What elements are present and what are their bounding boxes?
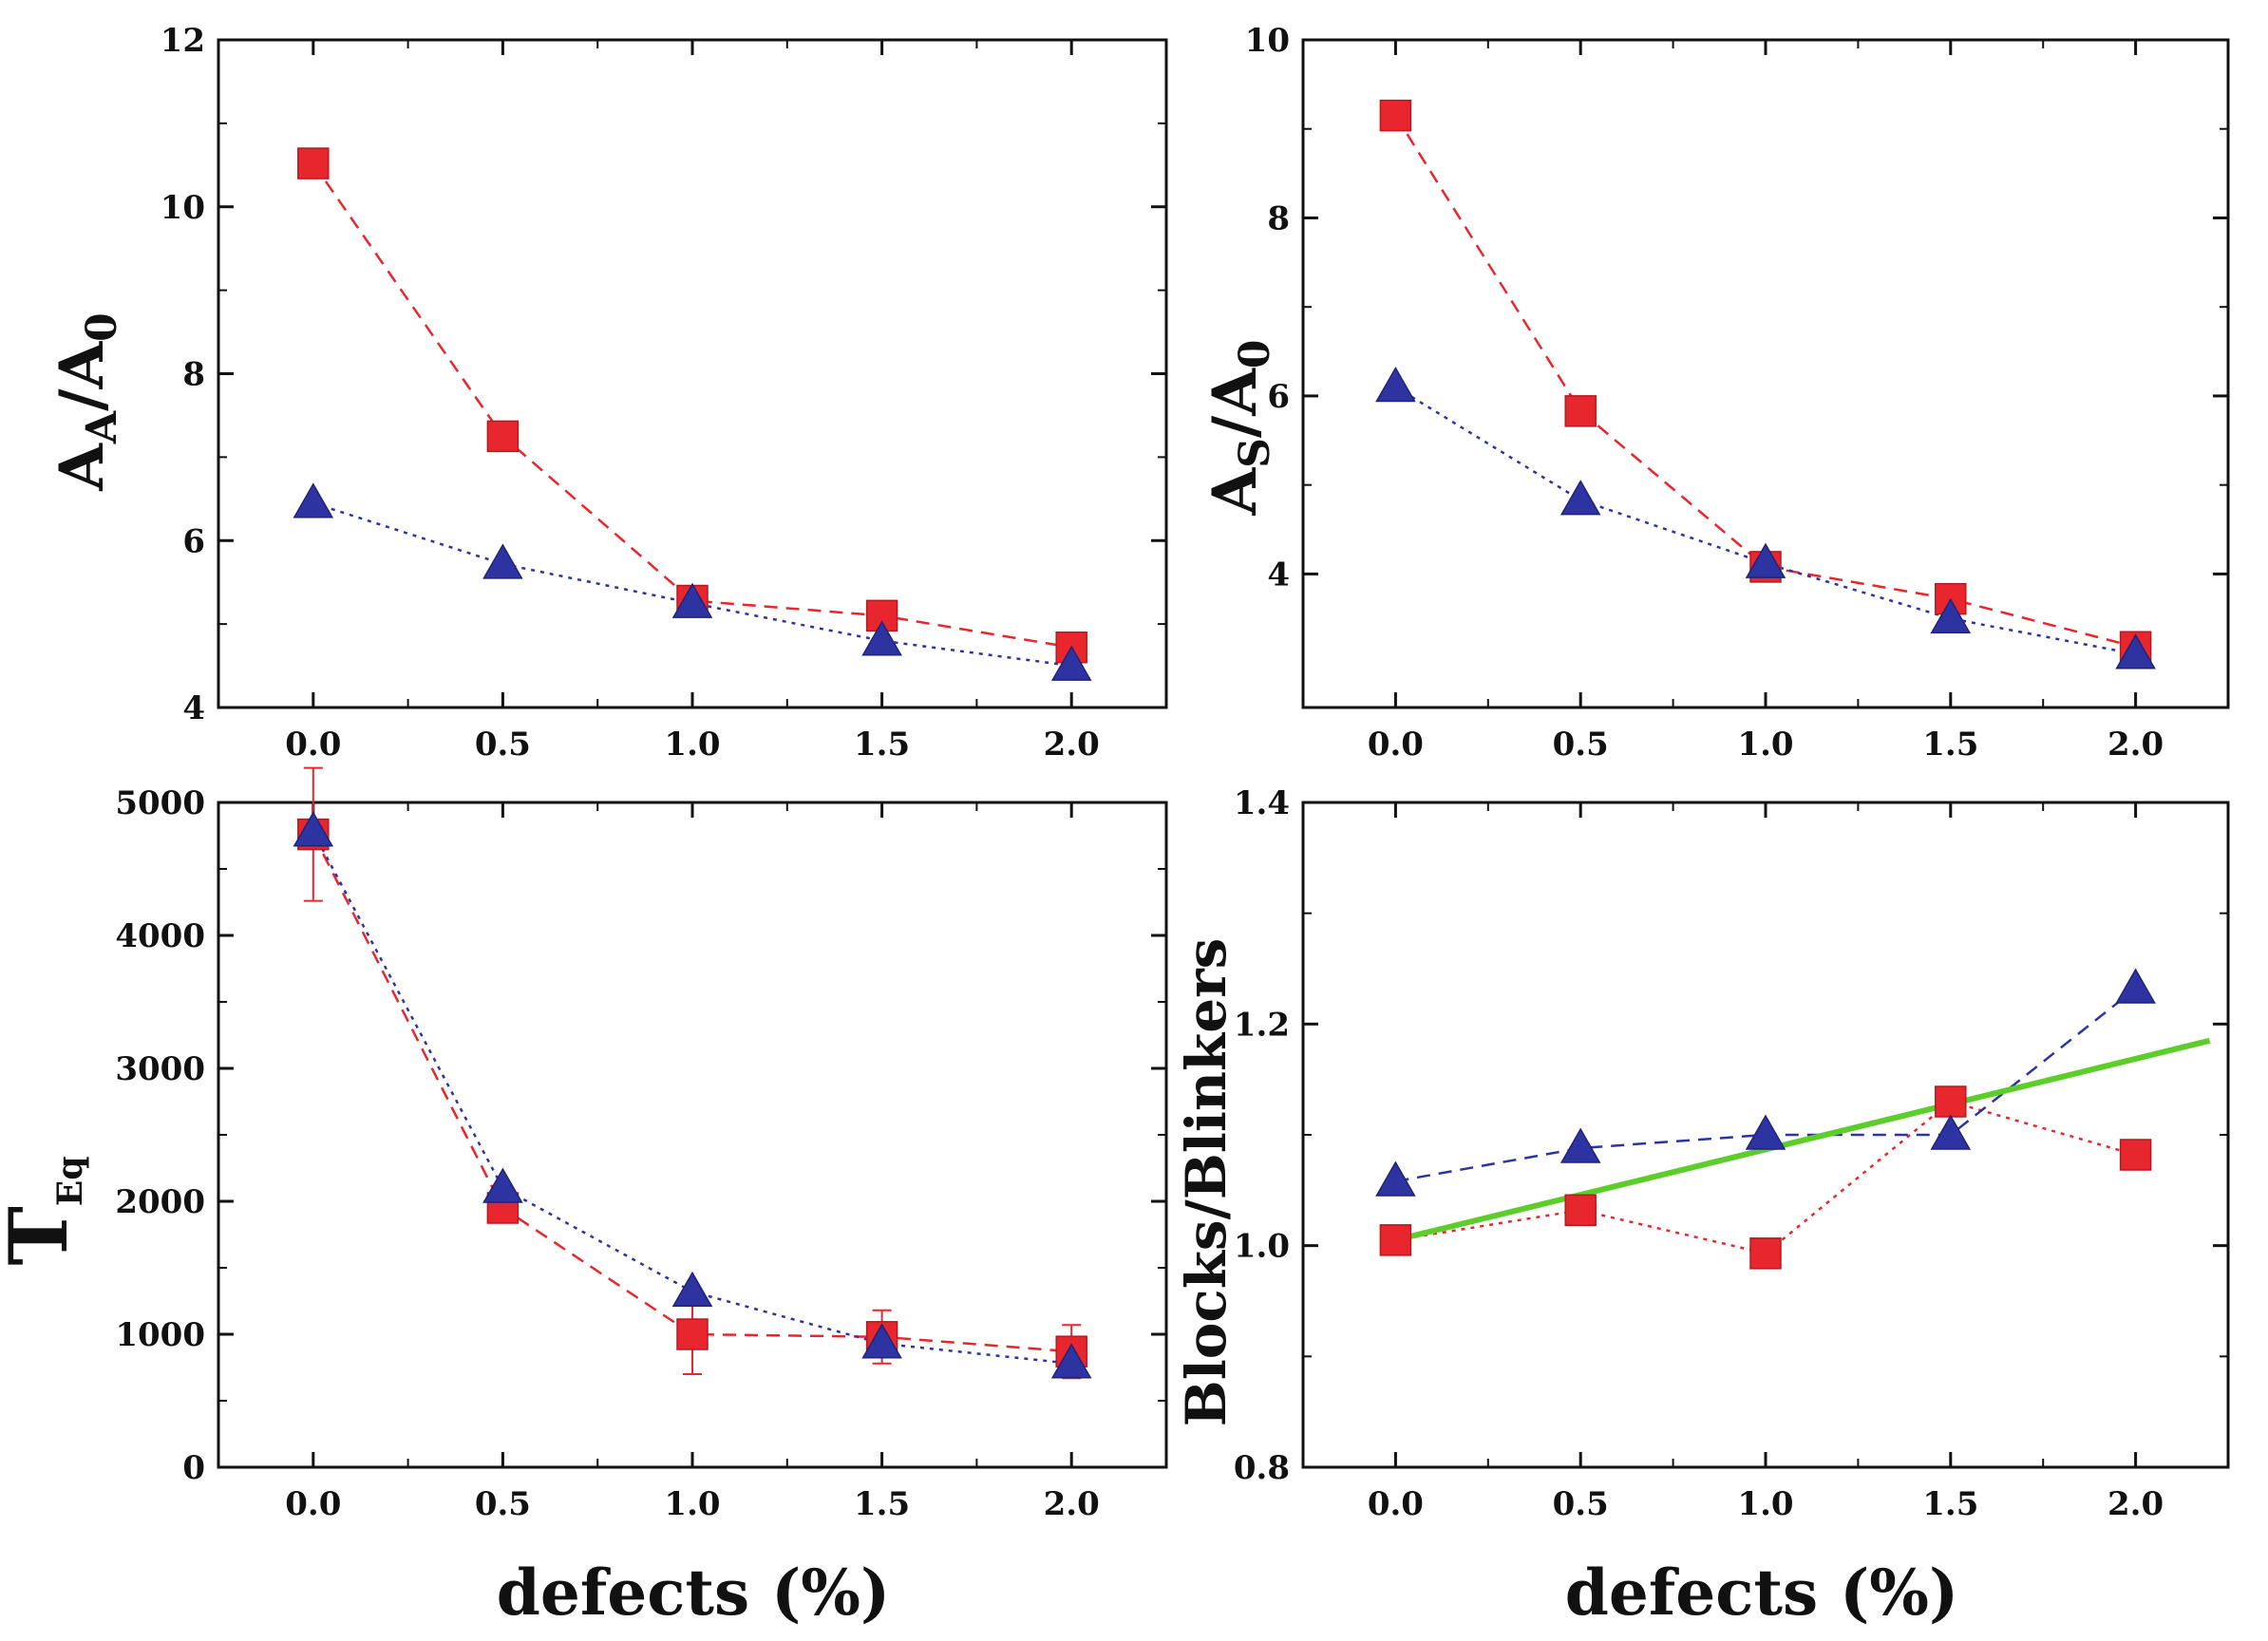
aa-ytick-label: 12 [161,22,205,60]
as-triangle-marker [1745,542,1786,578]
bb-triangle-marker [1745,1114,1786,1150]
aa-ytick-label: 8 [182,356,205,394]
bb-xtick-label: 2.0 [2107,1485,2164,1523]
aa-xtick-label: 0.0 [285,726,341,764]
teq-triangle-marker [482,1167,523,1203]
bb-ytick-label: 1.0 [1234,1228,1290,1266]
aa-triangle-marker [293,482,334,519]
teq-ytick-label: 3000 [115,1050,205,1088]
bb-square-marker [1379,1224,1412,1256]
bb-xtick-label: 0.5 [1553,1485,1609,1523]
as-ytick-label: 4 [1267,556,1290,594]
as-ytick-label: 10 [1245,22,1290,60]
teq-xtick-label: 0.5 [475,1485,531,1523]
aa-ytick-label: 4 [182,689,205,727]
teq-xlabel: defects (%) [497,1556,891,1630]
teq-ytick-label: 1000 [115,1316,205,1354]
aa-triangle-marker [861,620,902,656]
teq-xtick-label: 1.0 [664,1485,720,1523]
aa-square-marker [486,420,520,453]
aa-xtick-label: 2.0 [1044,726,1100,764]
as-triangle-marker [1930,597,1972,634]
teq-triangle-marker [293,811,334,847]
as-triangle-marker [2115,633,2156,670]
bb-ytick-label: 0.8 [1234,1449,1290,1487]
aa-ytick-label: 10 [161,189,205,227]
bb-square-marker [1564,1194,1597,1227]
bb-xtick-label: 0.0 [1368,1485,1424,1523]
aa-xtick-label: 1.0 [664,726,720,764]
teq-ylabel: TEq [0,1156,90,1265]
aa-xtick-label: 1.5 [854,726,910,764]
as-xtick-label: 0.0 [1368,726,1424,764]
as-triangles-line [1394,386,2136,655]
aa-triangle-marker [1050,645,1092,681]
aa-xtick-label: 0.5 [475,726,531,764]
bb-squares-line [1395,1100,2136,1255]
panel-blocks-blinkers: Blocks/Blinkers defects (%) 0.0 0.5 1.0 1.5… [1174,784,2230,1630]
bb-xlabel: defects (%) [1565,1556,1959,1630]
aa-square-marker [297,147,330,179]
teq-ytick-label: 5000 [115,784,205,822]
teq-triangle-marker [1050,1343,1092,1379]
teq-triangle-marker [861,1323,902,1359]
aa-triangle-marker [671,582,713,618]
as-triangle-marker [1375,367,1416,403]
as-xtick-label: 1.5 [1922,726,1978,764]
teq-ytick-label: 4000 [115,917,205,955]
bb-xtick-label: 1.0 [1737,1485,1793,1523]
as-triangle-marker [1559,480,1601,516]
bb-ylabel: Blocks/Blinkers [1174,938,1238,1427]
panel-as-ratio: AS/A0 0.0 0.5 1.0 1.5 2.0 4 6 8 10 [1200,22,2230,764]
aa-ylabel: AA/A0 [47,312,126,491]
teq-square-marker [676,1318,709,1350]
bb-square-marker [1749,1237,1782,1270]
teq-xtick-label: 1.5 [854,1485,910,1523]
as-xtick-label: 0.5 [1553,726,1609,764]
bb-square-marker [1935,1085,1967,1118]
as-ytick-label: 6 [1267,378,1290,416]
aa-squares-line [312,162,1072,649]
bb-ytick-label: 1.2 [1234,1006,1290,1044]
teq-xtick-label: 0.0 [285,1485,341,1523]
bb-triangle-marker [1930,1114,1972,1150]
as-ylabel: AS/A0 [1200,339,1279,516]
teq-ytick-label: 0 [182,1449,205,1487]
bb-triangle-marker [1559,1127,1601,1163]
teq-xtick-label: 2.0 [1044,1485,1100,1523]
teq-ytick-label: 2000 [115,1183,205,1221]
bb-square-marker [2119,1139,2152,1171]
bb-fit-line [1394,1037,2211,1243]
panel-teq: TEq defects (%) 0.0 0.5 1.0 1.5 2.0 0 1000 2000… [0,766,1168,1630]
as-xtick-label: 1.0 [1737,726,1793,764]
bb-triangle-marker [1375,1160,1416,1197]
aa-ytick-label: 6 [182,522,205,560]
teq-triangle-marker [671,1271,713,1307]
as-ytick-label: 8 [1267,199,1290,237]
as-xtick-label: 2.0 [2107,726,2164,764]
bb-ytick-label: 1.4 [1234,784,1290,822]
as-square-marker [1564,395,1597,427]
bb-xtick-label: 1.5 [1922,1485,1978,1523]
as-square-marker [1379,99,1412,132]
bb-triangle-marker [2115,968,2156,1004]
panel-aa-ratio: AA/A0 0.0 0.5 1.0 1.5 2.0 4 6 8 10 12 [47,22,1168,764]
aa-triangle-marker [482,543,523,579]
